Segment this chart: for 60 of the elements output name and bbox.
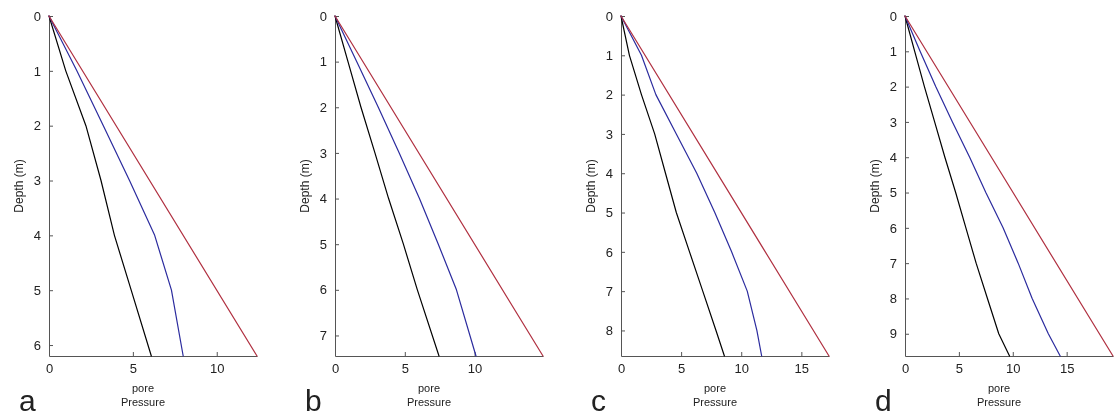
x-axis-title: pore Pressure — [692, 382, 738, 408]
y-tick-label: 6 — [889, 220, 897, 236]
y-tick-label: 2 — [605, 87, 613, 103]
y-tick-label: 2 — [889, 79, 897, 95]
y-tick-label: 5 — [889, 185, 897, 201]
y-tick-label: 3 — [605, 126, 613, 142]
y-tick-label: 5 — [605, 205, 613, 221]
text: c — [591, 384, 606, 417]
y-tick-label: 4 — [889, 149, 897, 165]
y-axis-title: Depth (m) — [868, 159, 882, 213]
y-tick-label: 7 — [605, 283, 613, 299]
y-tick-label: 1 — [319, 54, 327, 70]
y-tick-label: 8 — [889, 291, 897, 307]
y-tick-label: 0 — [889, 8, 897, 24]
y-tick-label: 8 — [605, 323, 613, 339]
y-axis-title: Depth (m) — [12, 159, 26, 213]
y-tick-label: 2 — [33, 118, 41, 134]
x-tick-label: 15 — [1059, 361, 1075, 377]
y-tick-label: 5 — [33, 282, 41, 298]
y-tick-label: 9 — [889, 326, 897, 342]
y-tick-label: 3 — [33, 173, 41, 189]
y-tick-label: 4 — [319, 191, 327, 207]
y-tick-label: 1 — [889, 43, 897, 59]
y-tick-label: 4 — [605, 165, 613, 181]
y-tick-label: 7 — [889, 255, 897, 271]
x-axis-title: pore Pressure — [120, 382, 166, 408]
y-tick-label: 7 — [319, 328, 327, 344]
y-tick-label: 6 — [319, 282, 327, 298]
y-tick-label: 2 — [319, 99, 327, 115]
x-tick-label: 10 — [210, 361, 225, 377]
y-tick-label: 1 — [605, 47, 613, 63]
x-tick-label: 5 — [401, 361, 409, 377]
x-tick-label: 5 — [955, 361, 963, 377]
x-tick-label: 0 — [617, 361, 626, 377]
text: b — [305, 384, 322, 417]
x-tick-label: 10 — [734, 361, 749, 377]
text: a — [19, 384, 36, 417]
y-tick-label: 5 — [319, 236, 327, 252]
x-axis-title: pore Pressure — [406, 382, 452, 408]
y-tick-label: 3 — [319, 145, 327, 161]
y-tick-label: 3 — [889, 114, 897, 130]
x-tick-label: 0 — [901, 361, 910, 377]
x-axis-title: pore Pressure — [976, 382, 1022, 408]
x-tick-label: 0 — [45, 361, 54, 377]
y-axis-title: Depth (m) — [584, 159, 598, 213]
x-tick-label: 5 — [129, 361, 137, 377]
y-tick-label: 6 — [605, 244, 613, 260]
x-tick-label: 5 — [678, 361, 686, 377]
x-tick-label: 0 — [331, 361, 340, 377]
y-tick-label: 0 — [319, 8, 327, 24]
y-tick-label: 4 — [33, 228, 41, 244]
x-tick-label: 15 — [794, 361, 810, 377]
text: d — [875, 384, 892, 417]
y-tick-label: 0 — [605, 8, 613, 24]
y-axis-title: Depth (m) — [298, 159, 312, 213]
x-tick-label: 10 — [1006, 361, 1021, 377]
y-tick-label: 6 — [33, 337, 41, 353]
y-tick-label: 1 — [33, 63, 41, 79]
x-tick-label: 10 — [467, 361, 483, 377]
y-tick-label: 0 — [33, 8, 41, 24]
